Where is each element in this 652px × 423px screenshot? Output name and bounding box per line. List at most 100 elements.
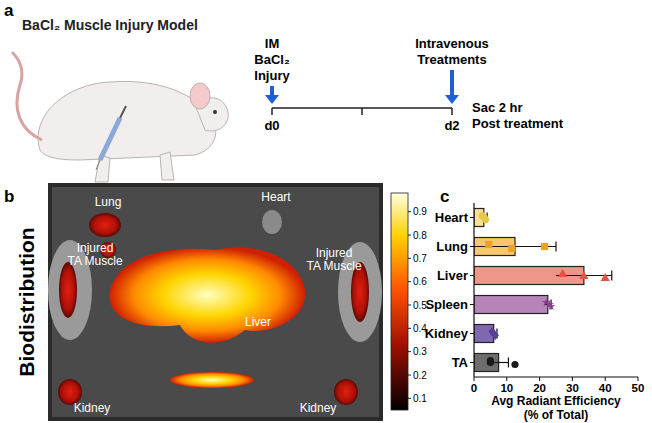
side-title: Biodistribution [15,227,38,376]
data-point [508,245,515,252]
x-axis-title: Avg Radiant Efficiency(% of Total) [491,394,621,422]
organ-label: Liver [245,315,271,329]
x-axis [474,376,638,377]
fluorescence-image [48,183,383,421]
colorbar-tick [408,258,411,259]
figure: a BaCl₂ Muscle Injury Model IMBaCl₂Injury I… [0,0,652,423]
colorbar-tick [408,235,411,236]
panel-title: BaCl₂ Muscle Injury Model [22,17,198,33]
organ-label: TA Muscle [67,254,122,268]
colorbar-tick [408,328,411,329]
organ-label: Injured [77,241,114,255]
organ-signal [89,213,121,237]
data-point [485,241,492,248]
category-tick [470,246,474,247]
syringe-plunger [120,106,126,118]
x-tick-label: 30 [566,382,579,394]
timeline-tick [451,108,453,115]
mouse-leg [160,152,174,180]
mouse-illustration [12,52,228,182]
data-point [558,269,567,277]
category-tick [470,304,474,305]
category-label: TA [452,355,469,370]
syringe-needle [96,160,100,170]
end-label: Sac 2 hr [472,100,523,115]
data-point [541,243,548,250]
day-label: d2 [444,118,459,133]
day-label: d0 [264,118,279,133]
x-tick [506,377,507,381]
panel-label: c [440,187,449,206]
colorbar-tick-label: 0.8 [413,230,427,241]
x-tick-label: 40 [599,382,612,394]
x-tick [605,377,606,381]
panel-label: b [4,187,14,206]
organ-signal [59,262,77,318]
x-tick [474,377,475,381]
x-tick [638,377,639,381]
error-bar [474,242,556,252]
panel-label: a [4,1,14,20]
colorbar-tick [408,281,411,282]
error-cap [508,358,509,368]
colorbar-tick-label: 0.9 [413,206,427,217]
data-point [601,273,610,281]
mouse-eye [213,110,217,114]
category-tick [470,275,474,276]
category-label: Kidney [425,326,469,341]
injury-arrow-head [265,95,279,104]
timeline-label: Treatments [417,52,486,67]
organ-signal [334,379,358,405]
organ-label: Kidney [300,401,337,415]
timeline-tick [271,108,273,115]
organ-label: Lung [95,195,122,209]
mouse-body [38,81,216,160]
colorbar-tick [408,211,411,212]
mouse-tail [12,52,42,140]
image-background [48,183,383,421]
category-label: Liver [437,268,468,283]
colorbar-tick-label: 0.1 [413,393,427,404]
error-cap [555,242,556,252]
colorbar-tick [408,351,411,352]
syringe [100,118,120,160]
category-label: Heart [435,210,469,225]
organ-label: Kidney [74,401,111,415]
x-tick-label: 50 [632,382,645,394]
colorbar-tick-label: 0.3 [413,346,427,357]
x-tick-label: 10 [500,382,513,394]
data-point [579,271,588,279]
organ-signal [110,247,306,342]
x-axis-title-line: Avg Radiant Efficiency [491,394,621,408]
timeline-label: Intravenous [415,36,489,51]
error-cap [611,271,612,281]
x-tick-label: 20 [533,382,546,394]
y-axis [473,203,474,377]
colorbar-tick-label: 0.2 [413,370,427,381]
colorbar [391,193,408,410]
organ-label: Heart [261,190,291,204]
data-point [492,331,499,340]
timeline-label: IM [265,36,279,51]
image-tray [52,187,379,417]
bar [474,296,548,314]
timeline-label: Injury [254,68,290,83]
plot-marks [474,209,612,372]
injury-arrow [270,86,274,96]
organ-label: Injured [316,246,353,260]
data-point [482,216,489,223]
data-point [547,302,556,310]
category-tick [470,333,474,334]
colorbar-tick [408,398,411,399]
organ-signal [170,372,254,388]
heart-tissue [262,210,282,234]
timeline-tick [361,108,363,115]
colorbar-tick-label: 0.6 [413,276,427,287]
category-label: Spleen [425,297,468,312]
mouse-ear [190,83,210,109]
end-label: Post treatment [472,116,564,131]
x-tick [539,377,540,381]
treatment-arrow [450,70,454,96]
colorbar-tick [408,375,411,376]
timeline-label: BaCl₂ [254,52,290,67]
